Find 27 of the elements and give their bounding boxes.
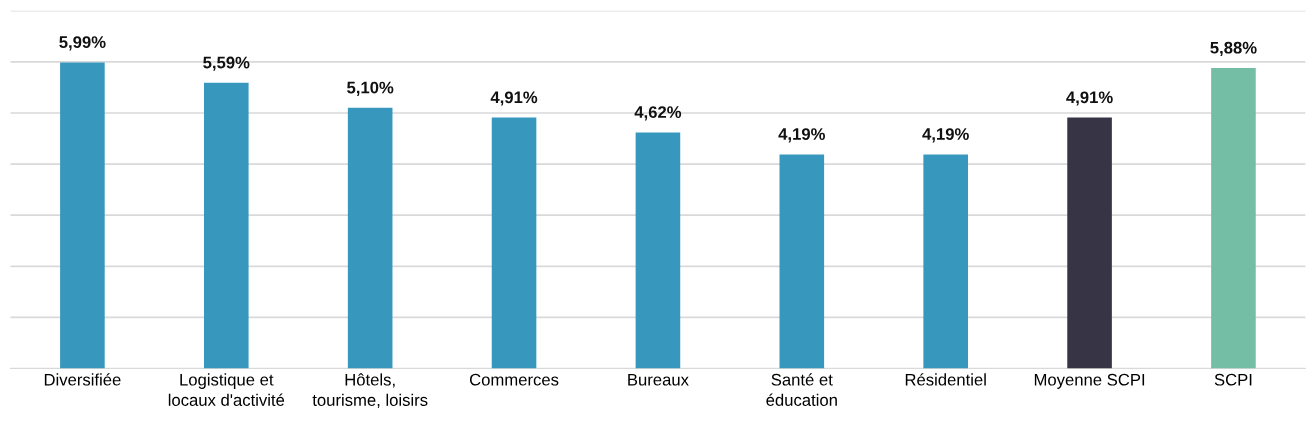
bar	[1067, 117, 1112, 369]
data-label: 4,91%	[490, 91, 538, 106]
bar	[635, 132, 681, 369]
bar	[1211, 68, 1256, 369]
data-label: 4,91%	[1066, 91, 1113, 106]
data-label: 5,10%	[347, 81, 394, 96]
data-label: 5,99%	[59, 36, 106, 51]
bar	[923, 154, 968, 369]
data-label: 5,88%	[1210, 41, 1257, 57]
x-tick-label: Logistique et locaux d'activité	[168, 373, 285, 406]
data-label: 4,19%	[922, 128, 969, 143]
x-tick-label: Hôtels, tourisme, loisirs	[312, 373, 428, 408]
data-label: 4,62%	[634, 106, 682, 121]
x-tick-label: Moyenne SCPI	[1034, 373, 1145, 389]
bar	[347, 107, 393, 369]
x-tick-label: Santé et éducation	[766, 373, 837, 406]
x-tick-label: Commerces	[469, 373, 559, 386]
bar	[491, 117, 537, 369]
x-tick-label: Résidentiel	[905, 373, 986, 386]
data-label: 5,59%	[203, 56, 250, 71]
bar	[203, 82, 249, 369]
bar	[779, 154, 825, 369]
bar	[60, 62, 105, 369]
x-tick-label: Diversifiée	[44, 373, 121, 386]
data-label: 4,19%	[778, 128, 825, 143]
x-tick-label: Bureaux	[628, 373, 689, 386]
x-tick-label: SCPI	[1214, 373, 1252, 386]
